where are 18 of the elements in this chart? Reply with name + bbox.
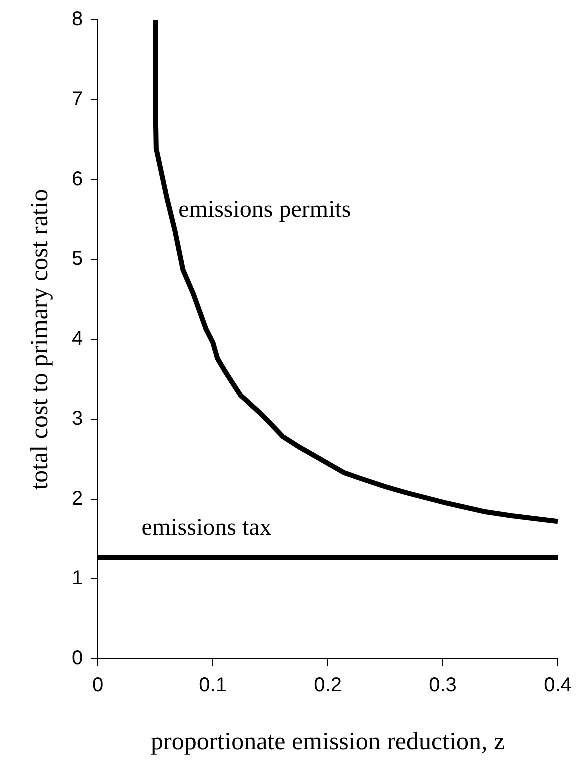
x-tick-label: 0.4: [544, 674, 572, 697]
y-tick-label: 1: [72, 568, 84, 590]
x-tick-label: 0.3: [429, 674, 457, 697]
x-tick-label: 0.2: [314, 674, 342, 697]
y-tick-label: 7: [72, 88, 84, 110]
annotation: emissions tax: [142, 514, 272, 541]
x-tick-label: 0.1: [199, 674, 227, 697]
y-axis-title: total cost to primary cost ratio: [26, 189, 54, 490]
y-tick-label: 2: [72, 488, 84, 510]
x-axis-title: proportionate emission reduction, z: [151, 728, 506, 756]
y-tick-label: 0: [72, 648, 84, 670]
y-tick-label: 5: [72, 248, 84, 270]
annotation: emissions permits: [178, 196, 352, 223]
y-tick-label: 8: [72, 8, 84, 31]
y-tick-label: 4: [72, 328, 84, 350]
y-tick-label: 3: [72, 408, 84, 430]
x-tick-label: 0: [92, 674, 104, 697]
y-tick-label: 6: [72, 168, 84, 190]
